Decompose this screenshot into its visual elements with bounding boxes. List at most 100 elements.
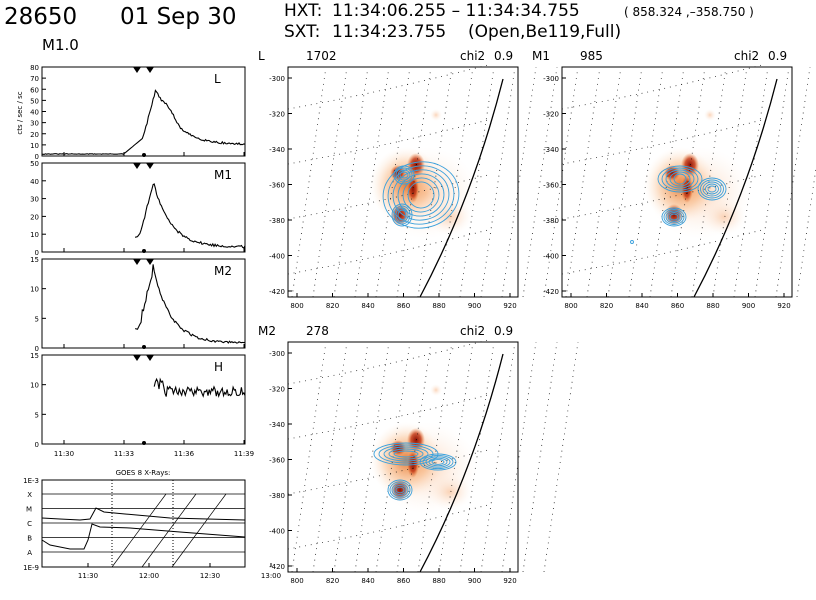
interval-marker-start — [133, 67, 141, 73]
interval-dot — [142, 345, 146, 349]
grid-meridian — [796, 165, 816, 298]
grid-meridian — [586, 66, 622, 298]
contour-ring — [707, 185, 717, 193]
image-panels: L 1702 chi2 0.9 800 820 840 860 880 900 920 -300 -32… — [258, 49, 816, 585]
contour-ring — [393, 450, 419, 458]
image-counts: 1702 — [306, 49, 337, 63]
sxt-faint-spot — [704, 109, 716, 121]
grid-meridian — [754, 66, 790, 298]
contour-ring — [402, 177, 440, 213]
contour-ring — [663, 209, 685, 225]
sxt-kernel-north — [407, 153, 425, 177]
grid-meridian — [438, 341, 474, 573]
lc-series-l — [41, 89, 246, 155]
lc-series-m1 — [134, 183, 246, 249]
sxt-label: SXT: — [284, 22, 321, 42]
image-ytick-label: -420 — [269, 288, 285, 296]
image-ytick-label: -340 — [269, 421, 285, 429]
grid-parallel — [287, 339, 489, 385]
image-xtick-label: 900 — [742, 302, 755, 310]
image-band-label: M2 — [258, 324, 276, 338]
contour-ring — [382, 161, 460, 229]
lc-series-m2 — [134, 264, 246, 344]
lc-ytick-label: 30 — [30, 120, 39, 128]
contour-ring — [665, 169, 695, 189]
contour-ring — [393, 165, 415, 185]
grid-meridian — [291, 66, 327, 298]
grid-meridian — [565, 66, 601, 298]
image-ytick-label: -380 — [543, 217, 559, 225]
image-ytick-label: -320 — [269, 111, 285, 119]
grid-meridian — [438, 66, 474, 298]
flare-class: M1.0 — [42, 36, 79, 54]
image-xtick-label: 840 — [361, 577, 374, 585]
grid-meridian — [733, 66, 769, 298]
contour-ring — [661, 207, 687, 227]
lc-ytick-label: 0 — [35, 345, 39, 353]
contour-ring — [393, 484, 407, 496]
goes-short-channel — [41, 523, 246, 550]
grid-meridian — [607, 66, 643, 298]
lc-ytick-label: 30 — [30, 196, 39, 204]
lc-ytick-label: 5 — [35, 411, 39, 419]
lc-ytick-label: 20 — [30, 131, 39, 139]
contour-ring — [391, 203, 413, 227]
grid-meridian — [522, 66, 558, 298]
grid-meridian — [670, 66, 706, 298]
interval-dot — [142, 441, 146, 445]
image-xtick-label: 920 — [503, 577, 516, 585]
contour-ring — [661, 167, 699, 191]
image-xtick-label: 820 — [600, 302, 613, 310]
image-ytick-label: -400 — [269, 253, 285, 261]
image-chi2-value: 0.9 — [494, 324, 513, 338]
lc-ytick-label: 20 — [30, 213, 39, 221]
contour-ring — [383, 446, 429, 462]
image-band-label: M1 — [532, 49, 550, 63]
contour-ring — [393, 205, 411, 225]
goes-xtick-label: 12:00 — [139, 572, 159, 580]
lc-ytick-label: 10 — [30, 286, 39, 294]
interval-marker-start — [133, 355, 141, 361]
contour-ring — [395, 207, 409, 223]
contour-ring — [391, 483, 409, 497]
hxt-contours — [382, 161, 460, 229]
image-ytick-label: -300 — [269, 75, 285, 83]
contour-ring — [702, 181, 722, 197]
image-xtick-label: 840 — [361, 302, 374, 310]
contour-ring — [657, 165, 703, 193]
image-ytick-label: -300 — [543, 75, 559, 83]
image-chi2-label: chi2 — [460, 324, 485, 338]
lc-ytick-label: 10 — [30, 382, 39, 390]
grid-meridian — [628, 66, 664, 298]
contour-ring — [669, 171, 691, 187]
image-ytick-label: -420 — [543, 288, 559, 296]
contour-ring — [388, 448, 424, 460]
grid-meridian — [354, 341, 390, 573]
image-ytick-label: -340 — [269, 146, 285, 154]
contour-ring — [387, 165, 455, 225]
grid-parallel — [287, 504, 489, 550]
interval-dot — [142, 153, 146, 157]
hxt-position: ( 858.324 ,–358.750 ) — [624, 5, 754, 19]
goes-xtick-label: 13:00 — [261, 572, 281, 580]
image-chi2-value: 0.9 — [494, 49, 513, 63]
contour-ring — [397, 209, 407, 221]
sxt-kernel-west — [390, 440, 406, 456]
image-xtick-label: 800 — [290, 577, 303, 585]
grid-meridian — [417, 66, 453, 298]
image-ytick-label: -420 — [269, 563, 285, 571]
contour-ring — [669, 213, 679, 221]
lc-ytick-label: 0 — [35, 153, 39, 161]
lc-ytick-label: 80 — [30, 64, 39, 72]
contour-ring — [387, 479, 413, 501]
contour-ring — [425, 456, 451, 468]
grid-meridian — [501, 66, 537, 298]
goes-top-label: 1E-3 — [23, 477, 39, 485]
image-xtick-label: 820 — [326, 302, 339, 310]
image-ytick-label: -360 — [269, 182, 285, 190]
lc-ytick-label: 40 — [30, 178, 39, 186]
interval-marker-end — [146, 259, 154, 265]
